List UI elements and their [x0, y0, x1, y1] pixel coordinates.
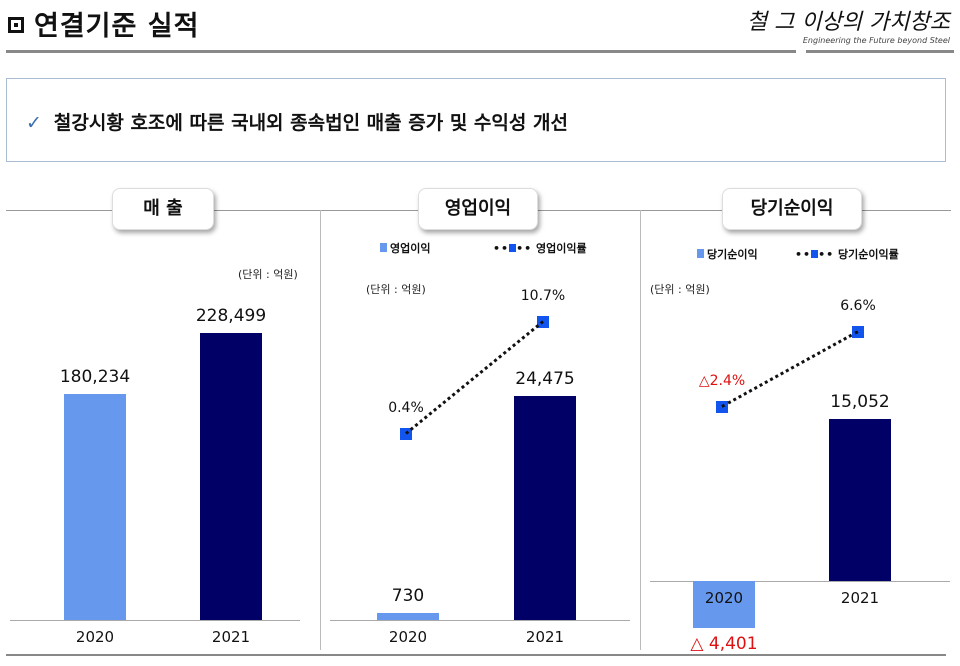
legend-line-label: 당기순이익률 — [837, 248, 899, 261]
rate-marker — [716, 400, 728, 413]
legend-line-label: 영업이익률 — [535, 242, 587, 255]
legend-bar-label: 영업이익 — [390, 242, 431, 255]
rate-marker — [852, 326, 864, 339]
bar-2020 — [64, 393, 126, 620]
x-axis — [10, 620, 300, 621]
logo: 철 그 이상의 가치창조 Engineering the Future beyon… — [747, 4, 950, 45]
legend-bar-label: 당기순이익 — [707, 248, 758, 261]
legend-bar-swatch — [697, 249, 704, 258]
summary-box — [6, 78, 946, 162]
unit-label: (단위 : 억원) — [366, 283, 426, 296]
legend-dots-icon: •• •• — [795, 248, 835, 261]
bar-2021 — [514, 396, 576, 620]
chart-title: 당기순이익 — [722, 188, 862, 230]
x-tick-label: 2020 — [75, 628, 115, 646]
logo-tagline: Engineering the Future beyond Steel — [802, 36, 950, 45]
legend-line: •• •• 영업이익률 — [493, 240, 587, 256]
x-tick-label: 2020 — [704, 589, 744, 607]
value-label: △ 4,401 — [690, 634, 758, 655]
legend-line: •• •• 당기순이익률 — [795, 246, 899, 262]
rate-marker — [537, 315, 549, 328]
page-title: 연결기준 실적 — [8, 4, 199, 43]
unit-label: (단위 : 억원) — [238, 268, 298, 281]
legend-bar: 당기순이익 — [697, 246, 758, 262]
check-icon: ✓ — [26, 112, 42, 134]
legend-bar-swatch — [380, 243, 387, 252]
square-bullet-icon — [8, 17, 24, 33]
value-label: 228,499 — [195, 306, 267, 326]
panel-divider — [320, 210, 321, 650]
x-axis — [330, 620, 630, 621]
legend-bar: 영업이익 — [380, 240, 430, 256]
value-label: 15,052 — [830, 392, 890, 412]
header-divider — [6, 50, 796, 53]
rate-label: 6.6% — [840, 298, 876, 315]
bar-2020 — [377, 613, 439, 620]
value-label: 180,234 — [59, 366, 131, 387]
rate-label: △2.4% — [698, 372, 746, 389]
x-tick-label: 2021 — [840, 589, 880, 607]
x-tick-label: 2021 — [525, 628, 565, 646]
unit-label: (단위 : 억원) — [650, 283, 710, 296]
summary-text: 철강시황 호조에 따른 국내외 종속법인 매출 증가 및 수익성 개선 — [53, 112, 568, 134]
x-tick-label: 2021 — [211, 628, 251, 646]
rate-label: 10.7% — [520, 287, 566, 304]
bar-2021 — [829, 419, 891, 581]
x-axis — [650, 581, 950, 582]
panel-divider — [640, 210, 641, 650]
legend-dots-icon: •• •• — [493, 242, 533, 255]
bar-2021 — [200, 333, 262, 620]
summary: ✓ 철강시황 호조에 따른 국내외 종속법인 매출 증가 및 수익성 개선 — [26, 108, 568, 135]
bottom-divider — [6, 654, 946, 656]
value-label: 730 — [391, 586, 425, 607]
bar-2020 — [693, 581, 755, 629]
value-label: 24,475 — [515, 369, 575, 389]
logo-text: 철 그 이상의 가치창조 — [746, 10, 950, 35]
header-divider-right — [806, 50, 954, 53]
rate-marker — [400, 427, 412, 440]
chart-title: 영업이익 — [418, 188, 538, 230]
x-tick-label: 2020 — [388, 628, 428, 646]
chart-title: 매 출 — [112, 188, 214, 230]
rate-label: 0.4% — [388, 399, 424, 416]
title-text: 연결기준 실적 — [34, 11, 200, 42]
